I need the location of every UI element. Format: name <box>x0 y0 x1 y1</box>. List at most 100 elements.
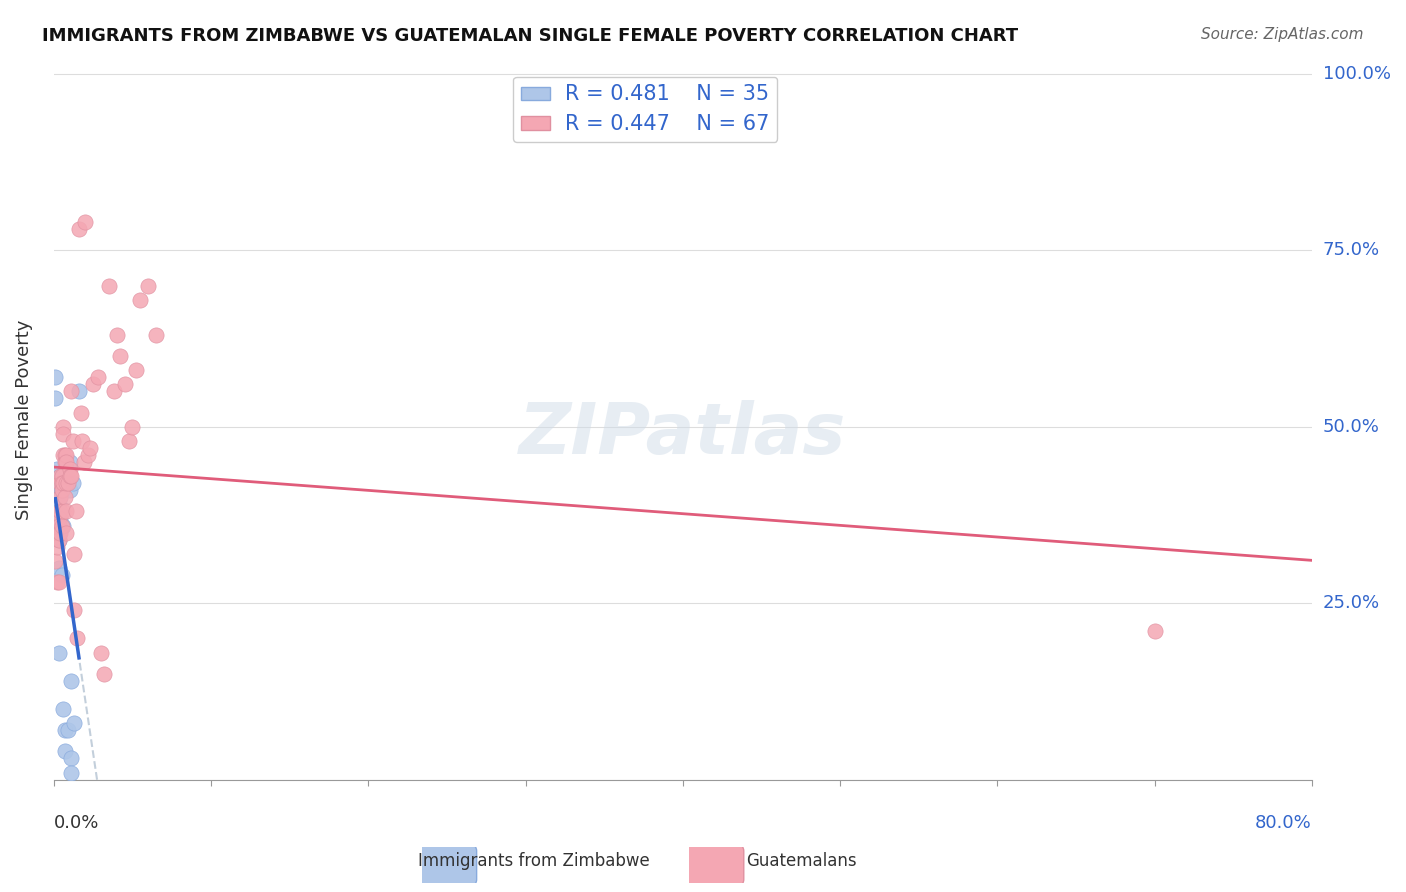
Point <box>51 483 73 498</box>
Point <box>51 483 73 498</box>
Point <box>48 511 70 525</box>
Point <box>48 574 70 589</box>
Point <box>52 469 75 483</box>
Point <box>53 723 76 738</box>
Point <box>44 554 66 568</box>
Point <box>49 491 72 505</box>
Point <box>52 448 75 462</box>
Point <box>48 518 70 533</box>
Point <box>53 455 76 469</box>
Point <box>114 377 136 392</box>
Point <box>58 462 80 476</box>
Point <box>44 392 66 406</box>
Point <box>118 434 141 448</box>
Point <box>44 518 66 533</box>
Point <box>49 469 72 483</box>
Point <box>55 462 77 476</box>
Point <box>60 765 83 780</box>
Point <box>51 518 73 533</box>
Text: ZIPatlas: ZIPatlas <box>519 400 846 468</box>
Point <box>66 632 89 646</box>
Point <box>53 448 76 462</box>
Point <box>48 504 70 518</box>
Point <box>46 525 69 540</box>
Point <box>60 751 83 765</box>
Point <box>49 525 72 540</box>
Point <box>56 476 79 491</box>
Point <box>48 533 70 547</box>
Point <box>48 525 70 540</box>
Point <box>121 419 143 434</box>
Point <box>46 483 69 498</box>
Point <box>103 384 125 399</box>
Point <box>70 434 93 448</box>
Point <box>52 504 75 518</box>
Point <box>46 462 69 476</box>
Point <box>67 222 90 236</box>
Point <box>49 504 72 518</box>
Point <box>82 377 104 392</box>
Text: 80.0%: 80.0% <box>1256 814 1312 832</box>
Point <box>79 441 101 455</box>
Point <box>87 370 110 384</box>
Point <box>73 455 96 469</box>
Point <box>49 511 72 525</box>
Point <box>46 518 69 533</box>
Point <box>145 327 167 342</box>
Point <box>1143 624 1166 639</box>
Point <box>136 278 159 293</box>
Point <box>55 448 77 462</box>
Point <box>51 568 73 582</box>
FancyBboxPatch shape <box>396 840 477 890</box>
Point <box>48 561 70 575</box>
Point <box>52 419 75 434</box>
Point <box>55 525 77 540</box>
Point <box>62 476 84 491</box>
Point <box>46 518 69 533</box>
Point <box>63 547 86 561</box>
Point <box>53 491 76 505</box>
Text: Guatemalans: Guatemalans <box>747 852 856 870</box>
Point <box>77 448 100 462</box>
Point <box>49 476 72 491</box>
Text: 100.0%: 100.0% <box>1323 65 1391 83</box>
Point <box>46 511 69 525</box>
Text: 25.0%: 25.0% <box>1323 594 1381 612</box>
Point <box>48 646 70 660</box>
Point <box>49 483 72 498</box>
Text: 0.0%: 0.0% <box>53 814 100 832</box>
Point <box>56 723 79 738</box>
Text: 50.0%: 50.0% <box>1323 417 1379 435</box>
Point <box>129 293 152 307</box>
Point <box>51 476 73 491</box>
Point <box>60 469 83 483</box>
Point <box>55 476 77 491</box>
Point <box>67 384 90 399</box>
Y-axis label: Single Female Poverty: Single Female Poverty <box>15 319 32 520</box>
FancyBboxPatch shape <box>664 840 744 890</box>
Point <box>58 455 80 469</box>
Point <box>65 504 87 518</box>
Point <box>51 469 73 483</box>
Point <box>48 497 70 511</box>
Point <box>62 434 84 448</box>
Point <box>48 533 70 547</box>
Point <box>55 504 77 518</box>
Point <box>63 716 86 731</box>
Point <box>52 518 75 533</box>
Point <box>46 540 69 554</box>
Point <box>51 469 73 483</box>
Point <box>53 744 76 758</box>
Point <box>108 349 131 363</box>
Point <box>49 469 72 483</box>
Point <box>60 384 83 399</box>
Point <box>46 476 69 491</box>
Point <box>93 666 115 681</box>
Text: Immigrants from Zimbabwe: Immigrants from Zimbabwe <box>419 852 650 870</box>
Point <box>75 215 97 229</box>
Point <box>124 363 146 377</box>
Point <box>63 603 86 617</box>
Legend: R = 0.481    N = 35, R = 0.447    N = 67: R = 0.481 N = 35, R = 0.447 N = 67 <box>513 77 778 142</box>
Text: Source: ZipAtlas.com: Source: ZipAtlas.com <box>1201 27 1364 42</box>
Point <box>58 483 80 498</box>
